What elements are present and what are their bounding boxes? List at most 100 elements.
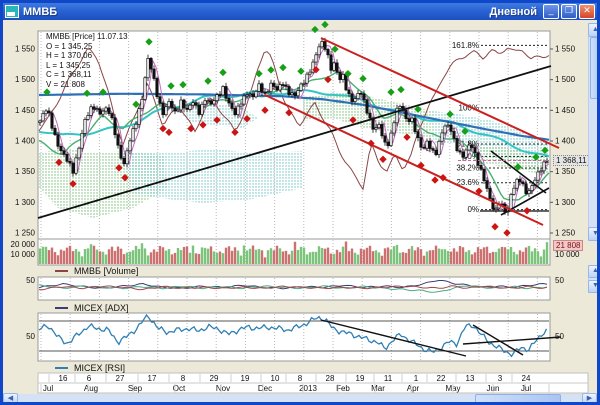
volume-legend-swatch xyxy=(55,270,68,272)
adx-legend[interactable]: MICEX [ADX] xyxy=(55,303,129,313)
adx-red-line xyxy=(38,285,548,291)
svg-text:29: 29 xyxy=(210,374,219,383)
svg-text:8: 8 xyxy=(298,374,303,383)
scroll-up-icon[interactable]: ▲ xyxy=(588,23,597,37)
volume-bars xyxy=(38,241,549,264)
volume-legend[interactable]: ММВБ [Volume] xyxy=(55,266,138,276)
svg-text:1 350: 1 350 xyxy=(555,167,576,176)
svg-text:0%: 0% xyxy=(467,205,479,214)
ohlc-info-box: ММВБ [Price] 11.07.13 O = 1 345,25 H = 1… xyxy=(46,32,128,89)
svg-text:10: 10 xyxy=(271,374,280,383)
svg-text:8: 8 xyxy=(181,374,186,383)
candles xyxy=(38,37,549,216)
svg-text:3: 3 xyxy=(498,374,503,383)
scroll-right-icon[interactable]: ▶ xyxy=(582,393,597,402)
svg-text:24: 24 xyxy=(522,374,531,383)
panel-scroll-down-icon[interactable]: ▼ xyxy=(588,280,597,293)
info-close: C = 1 368,11 xyxy=(46,70,92,79)
app-icon xyxy=(5,5,19,18)
svg-text:16: 16 xyxy=(59,374,68,383)
svg-text:Dec: Dec xyxy=(258,384,272,393)
horizontal-scroll-thumb[interactable] xyxy=(475,394,561,402)
svg-text:Nov: Nov xyxy=(216,384,230,393)
title-bar[interactable]: ММВБ Дневной _ ❐ ✕ xyxy=(3,3,597,20)
svg-text:11: 11 xyxy=(384,374,393,383)
maximize-button[interactable]: ❐ xyxy=(561,4,577,19)
svg-text:13: 13 xyxy=(466,374,475,383)
svg-text:1 250: 1 250 xyxy=(15,228,36,237)
svg-text:1 500: 1 500 xyxy=(555,75,576,84)
svg-text:Jul: Jul xyxy=(43,384,53,393)
timeframe-label: Дневной xyxy=(489,5,538,18)
svg-text:1 550: 1 550 xyxy=(15,45,36,54)
scroll-down-icon[interactable]: ▼ xyxy=(588,227,597,241)
volume-legend-label: ММВБ [Volume] xyxy=(74,266,139,276)
info-volume: V = 21 808 xyxy=(46,79,85,89)
svg-text:61.8%: 61.8% xyxy=(456,140,479,149)
svg-text:50: 50 xyxy=(26,332,35,341)
rsi-legend-swatch xyxy=(55,367,68,369)
svg-text:161.8%: 161.8% xyxy=(452,41,479,50)
vertical-scrollbar[interactable]: ▲ ▼ xyxy=(588,23,597,241)
info-title: ММВБ [Price] 11.07.13 xyxy=(46,32,128,41)
adx-legend-swatch xyxy=(55,307,68,309)
horizontal-scrollbar[interactable]: ◀ ▶ xyxy=(3,393,597,402)
svg-text:Oct: Oct xyxy=(173,384,186,393)
svg-text:27: 27 xyxy=(116,374,125,383)
current-volume-box: 21 808 xyxy=(553,240,584,251)
rsi-legend-label: MICEX [RSI] xyxy=(74,363,126,373)
svg-text:Jul: Jul xyxy=(521,384,531,393)
info-low: L = 1 345,25 xyxy=(46,60,91,70)
svg-text:Feb: Feb xyxy=(336,384,350,393)
svg-text:1 400: 1 400 xyxy=(15,136,36,145)
svg-text:1 350: 1 350 xyxy=(15,167,36,176)
panel-scrollbar[interactable]: ▲ ▼ xyxy=(588,265,597,293)
rsi-legend[interactable]: MICEX [RSI] xyxy=(55,363,125,373)
aux-index-line xyxy=(38,48,550,191)
vertical-scroll-thumb[interactable] xyxy=(590,37,597,99)
svg-text:23.6%: 23.6% xyxy=(456,178,479,187)
svg-text:20 000: 20 000 xyxy=(11,240,36,249)
axis-labels: 1 550 1 550 1 500 1 500 1 450 1 450 1 400 1 400… xyxy=(11,45,588,393)
info-high: H = 1 370,06 xyxy=(46,51,93,60)
svg-text:1 300: 1 300 xyxy=(555,198,576,207)
svg-text:1 400: 1 400 xyxy=(555,136,576,145)
svg-text:Mar: Mar xyxy=(371,384,385,393)
svg-text:10 000: 10 000 xyxy=(11,250,36,259)
adx-legend-label: MICEX [ADX] xyxy=(74,303,129,313)
svg-text:17: 17 xyxy=(148,374,157,383)
panel-scroll-up-icon[interactable]: ▲ xyxy=(588,265,597,278)
svg-text:19: 19 xyxy=(356,374,365,383)
svg-text:1 550: 1 550 xyxy=(555,45,576,54)
svg-text:28: 28 xyxy=(326,374,335,383)
svg-text:50: 50 xyxy=(555,276,564,285)
svg-text:10 000: 10 000 xyxy=(555,250,580,259)
chart-canvas[interactable]: 161.8% 100% 61.8% 50% 38.2% 23.6% 0% 1 550 1 550… xyxy=(3,3,600,405)
window-title: ММВБ xyxy=(23,5,58,18)
svg-text:2013: 2013 xyxy=(299,384,317,393)
minimize-button[interactable]: _ xyxy=(543,4,559,19)
scroll-left-icon[interactable]: ◀ xyxy=(3,393,18,402)
svg-text:50: 50 xyxy=(555,332,564,341)
svg-text:38.2%: 38.2% xyxy=(456,163,479,172)
svg-text:22: 22 xyxy=(437,374,446,383)
info-open: O = 1 345,25 xyxy=(46,41,93,51)
close-button[interactable]: ✕ xyxy=(579,4,595,19)
svg-text:1: 1 xyxy=(414,374,419,383)
trendlines xyxy=(37,37,560,226)
svg-text:19: 19 xyxy=(241,374,250,383)
current-price-box: 1 368,11 xyxy=(553,155,590,166)
svg-text:1 300: 1 300 xyxy=(15,198,36,207)
svg-text:6: 6 xyxy=(87,374,92,383)
svg-text:50%: 50% xyxy=(463,152,479,161)
svg-text:Aug: Aug xyxy=(84,384,98,393)
svg-text:1 250: 1 250 xyxy=(555,228,576,237)
svg-text:1 450: 1 450 xyxy=(555,106,576,115)
svg-text:100%: 100% xyxy=(459,103,479,112)
ma-blue-line xyxy=(39,92,550,141)
svg-text:1 450: 1 450 xyxy=(15,106,36,115)
rsi-panel-content xyxy=(38,313,562,358)
svg-text:Sep: Sep xyxy=(128,384,143,393)
svg-text:Apr: Apr xyxy=(407,384,420,393)
